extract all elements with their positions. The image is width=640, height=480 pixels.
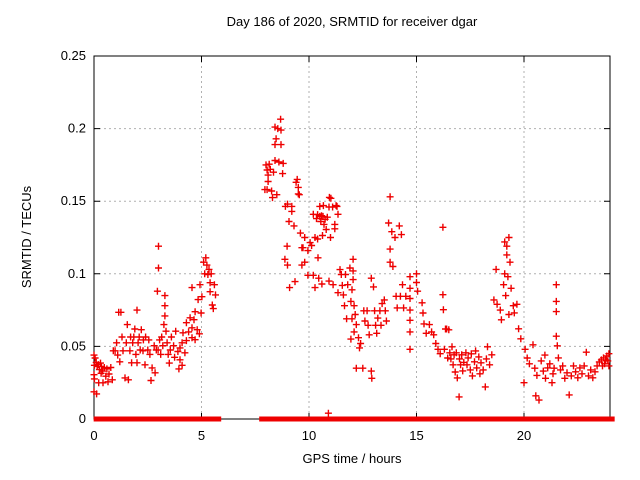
- svg-text:15: 15: [409, 428, 423, 443]
- svg-text:0.1: 0.1: [68, 266, 86, 281]
- x-axis-label: GPS time / hours: [302, 451, 402, 466]
- svg-text:0.15: 0.15: [61, 193, 86, 208]
- svg-text:10: 10: [302, 428, 316, 443]
- svg-text:0.05: 0.05: [61, 338, 86, 353]
- svg-text:0: 0: [79, 411, 86, 426]
- svg-text:0: 0: [90, 428, 97, 443]
- svg-text:0.2: 0.2: [68, 121, 86, 136]
- svg-text:20: 20: [517, 428, 531, 443]
- chart-title: Day 186 of 2020, SRMTID for receiver dga…: [226, 14, 478, 29]
- svg-text:0.25: 0.25: [61, 48, 86, 63]
- svg-text:5: 5: [198, 428, 205, 443]
